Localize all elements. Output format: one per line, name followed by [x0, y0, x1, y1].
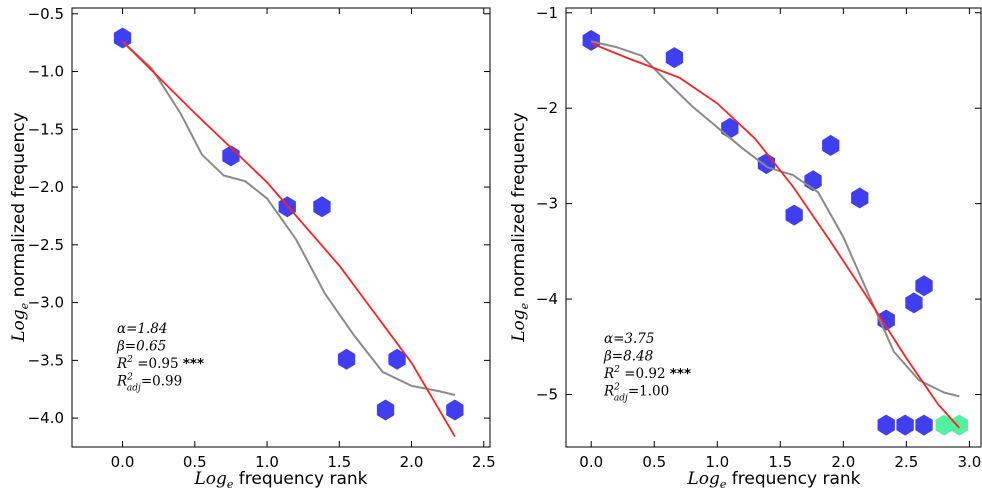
right-x-axis-label: Loge frequency rank — [686, 469, 860, 491]
left-x-axis-label: Loge frequency rank — [193, 469, 367, 491]
right-data-point — [822, 134, 840, 156]
right-data-point — [915, 414, 933, 436]
right-x-tick-label: 1.5 — [768, 453, 792, 471]
right-data-point — [935, 414, 953, 436]
left-x-tick-label: 2.0 — [400, 453, 424, 471]
chart-left: 0.0 0.5 1.0 1.5 2.0 2.5 −0.5 −1.0 −1.5 −2.0 −2.5 −3… — [9, 5, 496, 491]
left-data-point — [446, 399, 464, 421]
right-ylabel-rest: normalized frequency — [509, 112, 529, 303]
left-x-tick-label: 0.0 — [111, 453, 135, 471]
left-y-tick-label: −1.5 — [28, 120, 64, 138]
right-data-point — [665, 47, 684, 69]
left-x-tick-label: 1.5 — [327, 453, 351, 471]
left-xlabel-log: Log — [193, 469, 227, 489]
left-y-tick-label: −1.0 — [28, 63, 64, 81]
right-fit-line — [590, 42, 960, 429]
left-r2: R2 =0.95 *** — [116, 355, 204, 372]
chart-right: 0.0 0.5 1.0 1.5 2.0 2.5 3.0 −1 −2 −3 −4 −5 α=3.75 β… — [509, 4, 982, 491]
left-ticks: 0.0 0.5 1.0 1.5 2.0 2.5 −0.5 −1.0 −1.5 −2.0 −2.5 −3… — [28, 5, 496, 471]
right-r2adj-pre: R — [603, 384, 614, 400]
right-r2adj-sup: 2 — [613, 383, 620, 393]
right-y-tick-label: −1 — [536, 4, 558, 22]
left-xlabel-rest: frequency rank — [233, 469, 367, 489]
right-data-point — [905, 292, 923, 314]
left-stats-annotation: α=1.84 β=0.65 R2 =0.95 *** R2 adj=0.99 — [116, 321, 204, 394]
right-ylabel-log: Log — [509, 309, 529, 343]
left-y-axis-label: Loge normalized frequency — [9, 112, 31, 342]
right-r2-significance: *** — [670, 366, 691, 382]
left-x-tick-label: 2.5 — [472, 453, 496, 471]
right-data-point — [785, 204, 803, 226]
left-x-tick-label: 0.5 — [183, 453, 207, 471]
left-smooth-line — [121, 40, 456, 396]
left-data-point — [313, 196, 331, 218]
right-r2-sup: 2 — [613, 365, 620, 375]
left-marks — [113, 27, 464, 438]
left-r2-val: =0.95 — [133, 356, 183, 372]
right-x-tick-label: 1.0 — [705, 453, 729, 471]
right-stats-annotation: α=3.75 β=8.48 R2 =0.92 *** R2 adj=1.00 — [603, 331, 691, 404]
left-data-point — [113, 27, 132, 49]
right-y-tick-label: −5 — [536, 386, 558, 404]
left-xlabel-sub: e — [227, 478, 234, 491]
right-beta: β=8.48 — [603, 349, 654, 365]
left-r2-significance: *** — [183, 356, 204, 372]
right-marks — [582, 29, 968, 436]
left-beta: β=0.65 — [116, 339, 166, 355]
right-data-point — [757, 153, 776, 175]
left-r2-sup: 2 — [126, 355, 133, 365]
right-ticks: 0.0 0.5 1.0 1.5 2.0 2.5 3.0 −1 −2 −3 −4 −5 — [536, 4, 981, 471]
right-r2adj-sub: adj — [614, 394, 628, 404]
right-y-tick-label: −4 — [536, 290, 558, 308]
right-x-tick-label: 0.0 — [579, 453, 603, 471]
right-data-point — [582, 29, 600, 51]
left-r2adj: R2 adj=0.99 — [116, 373, 182, 394]
right-xlabel-sub: e — [720, 478, 727, 491]
left-y-tick-label: −4.0 — [28, 409, 64, 427]
right-xlabel-rest: frequency rank — [726, 469, 860, 489]
left-ylabel-rest: normalized frequency — [9, 112, 29, 303]
right-r2: R2 =0.92 *** — [603, 365, 691, 382]
left-r2-pre: R — [116, 356, 127, 372]
right-x-tick-label: 2.5 — [894, 453, 918, 471]
right-y-axis-label: Loge normalized frequency — [509, 112, 531, 342]
right-x-tick-label: 2.0 — [831, 453, 855, 471]
right-alpha: α=3.75 — [604, 331, 655, 347]
right-y-tick-label: −2 — [536, 99, 558, 117]
left-y-tick-label: −3.0 — [28, 294, 64, 312]
left-fit-line — [121, 40, 456, 438]
left-x-tick-label: 1.0 — [255, 453, 279, 471]
right-r2adj: R2 adj=1.00 — [603, 383, 669, 404]
right-r2-val: =0.92 — [620, 366, 670, 382]
left-data-point — [376, 399, 395, 421]
right-data-point — [915, 275, 933, 297]
right-plot-frame — [565, 7, 982, 448]
right-x-tick-label: 3.0 — [957, 453, 981, 471]
left-y-tick-label: −2.5 — [28, 236, 64, 254]
left-ylabel-log: Log — [9, 309, 29, 343]
right-ylabel-sub: e — [518, 302, 531, 309]
left-r2adj-val: =0.99 — [141, 374, 182, 390]
left-y-tick-label: −3.5 — [28, 351, 64, 369]
right-data-point — [896, 414, 914, 436]
right-x-tick-label: 0.5 — [642, 453, 666, 471]
left-r2adj-pre: R — [116, 374, 127, 390]
right-xlabel-log: Log — [686, 469, 720, 489]
left-alpha: α=1.84 — [117, 321, 168, 337]
left-r2adj-sup: 2 — [126, 373, 133, 383]
left-data-point — [388, 348, 406, 370]
right-y-tick-label: −3 — [536, 195, 558, 213]
right-data-point — [950, 414, 968, 436]
right-r2adj-val: =1.00 — [628, 384, 669, 400]
left-y-tick-label: −2.0 — [28, 178, 64, 196]
right-data-point — [851, 187, 869, 209]
left-r2adj-sub: adj — [127, 384, 141, 394]
right-data-point — [877, 414, 895, 436]
right-r2-pre: R — [603, 366, 614, 382]
left-ylabel-sub: e — [18, 302, 31, 309]
left-plot-frame — [71, 7, 491, 448]
left-data-point — [337, 348, 356, 370]
left-y-tick-label: −0.5 — [28, 5, 64, 23]
